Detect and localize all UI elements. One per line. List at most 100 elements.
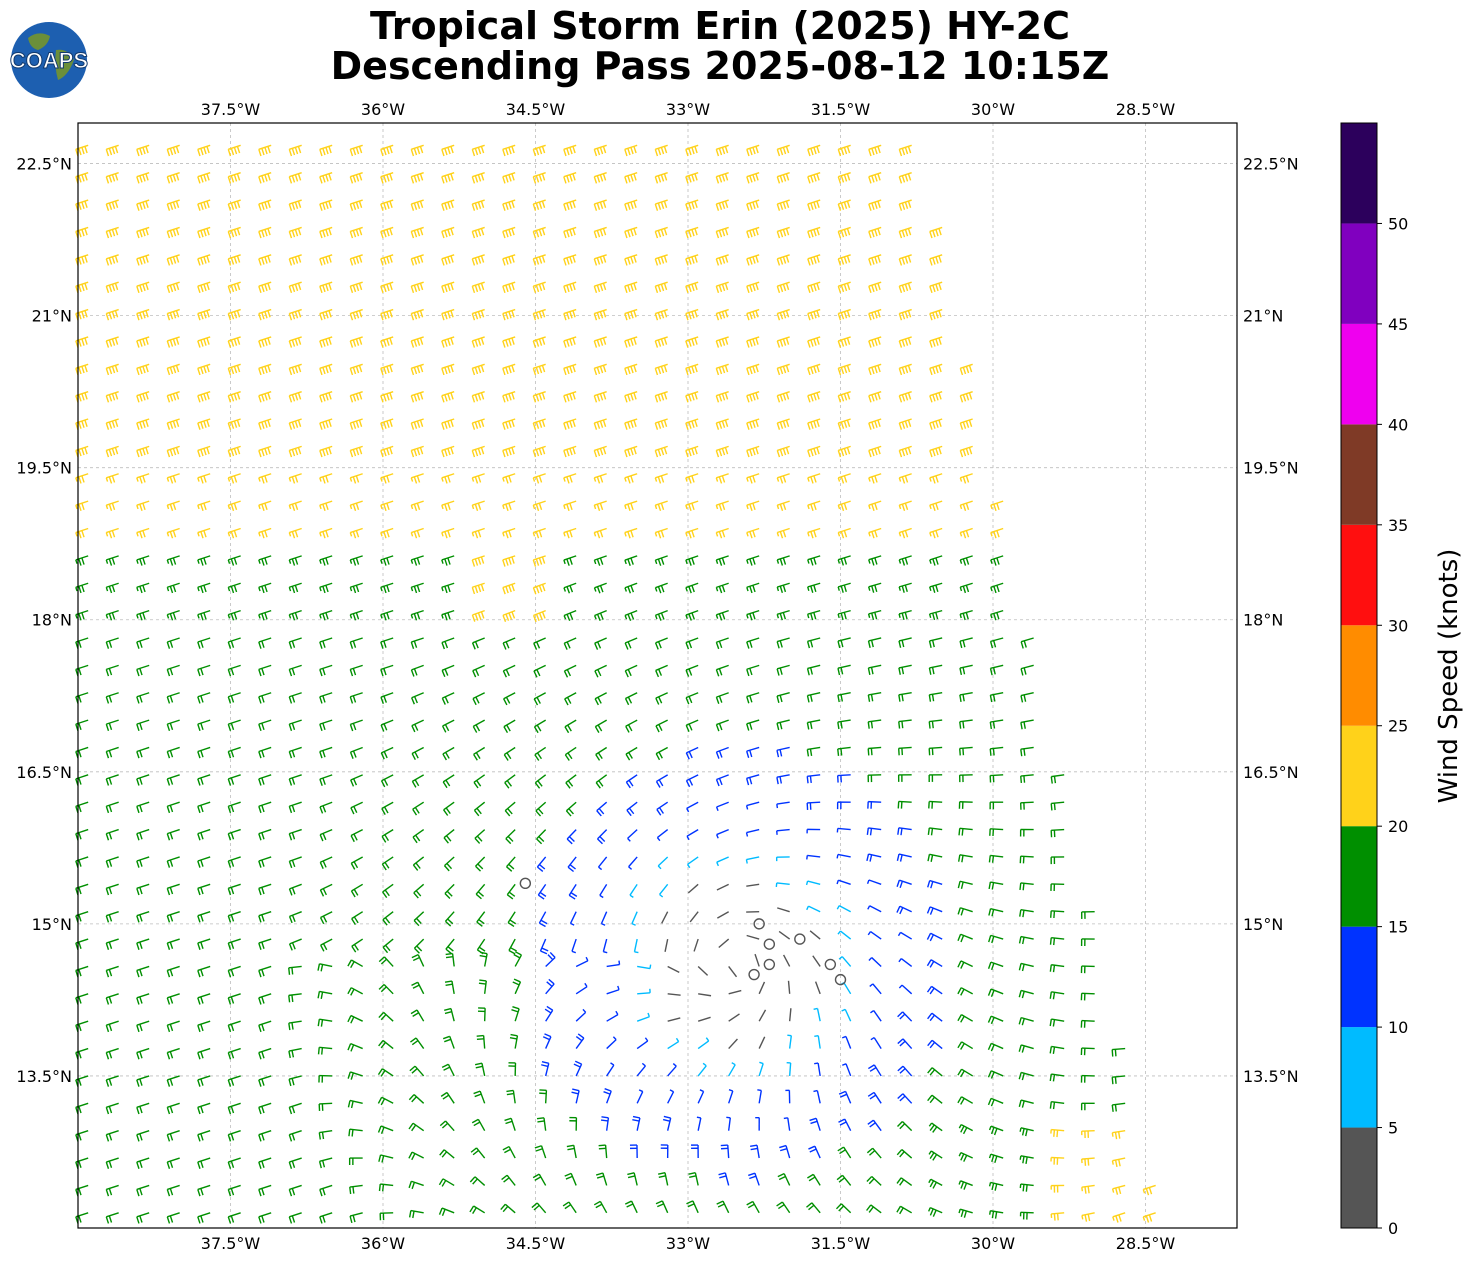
wind-barb xyxy=(166,609,180,621)
wind-barb xyxy=(624,144,638,157)
wind-barb xyxy=(664,938,669,952)
wind-barb xyxy=(1018,1071,1034,1081)
wind-barb xyxy=(105,582,119,594)
wind-barb xyxy=(929,254,943,266)
wind-barb xyxy=(776,664,790,676)
wind-barb xyxy=(637,964,652,970)
wind-barb xyxy=(726,1116,731,1131)
wind-barb xyxy=(685,254,699,266)
wind-barb xyxy=(381,856,394,871)
wind-barb xyxy=(667,993,681,996)
wind-barb xyxy=(685,555,699,566)
wind-barb xyxy=(1018,1044,1034,1053)
wind-barb xyxy=(655,664,668,678)
wind-barb xyxy=(227,172,241,184)
wind-barb xyxy=(898,336,912,348)
wind-barb xyxy=(258,692,272,704)
wind-barb xyxy=(959,418,973,430)
wind-barb xyxy=(258,144,272,157)
wind-barb xyxy=(348,1157,363,1166)
wind-barb xyxy=(503,719,516,734)
wind-barb xyxy=(105,336,119,348)
wind-barb xyxy=(511,1006,520,1022)
wind-barb xyxy=(715,199,729,211)
wind-barb xyxy=(658,1172,669,1186)
wind-barb xyxy=(593,254,607,266)
wind-barb xyxy=(380,308,394,321)
colorbar-bin xyxy=(1341,223,1377,324)
wind-barb xyxy=(381,801,394,815)
wind-barb xyxy=(866,1204,882,1214)
wind-barb xyxy=(502,336,516,348)
wind-barb xyxy=(897,1065,913,1077)
wind-barb xyxy=(227,336,241,348)
wind-barb xyxy=(667,1017,681,1022)
wind-barb xyxy=(593,308,607,321)
wind-barb xyxy=(837,1146,852,1159)
wind-barb xyxy=(166,637,180,649)
wind-barb xyxy=(136,1130,150,1142)
wind-barb xyxy=(959,390,973,403)
wind-barb xyxy=(1049,1100,1065,1110)
wind-barb xyxy=(868,226,882,239)
wind-barb xyxy=(532,500,546,512)
wind-barb xyxy=(471,555,485,567)
wind-barb xyxy=(380,746,394,760)
wind-barb xyxy=(929,500,943,512)
wind-barb xyxy=(750,1144,760,1159)
wind-barb xyxy=(166,1075,180,1087)
wind-barb xyxy=(563,144,577,157)
wind-barb xyxy=(1049,1073,1065,1082)
wind-barb xyxy=(593,390,607,403)
wind-barb xyxy=(166,281,180,294)
wind-barb xyxy=(166,418,180,430)
wind-barb xyxy=(837,609,851,621)
wind-barb xyxy=(1080,938,1095,947)
wind-barb xyxy=(563,308,577,321)
wind-barb xyxy=(166,226,180,239)
wind-barb xyxy=(806,719,821,730)
wind-barb xyxy=(563,226,577,239)
wind-barb xyxy=(136,1047,150,1060)
wind-barb xyxy=(136,938,150,950)
wind-barb xyxy=(569,1116,578,1131)
wind-barb xyxy=(897,1011,913,1022)
wind-barb xyxy=(502,172,516,184)
wind-barb xyxy=(378,956,394,967)
wind-barb xyxy=(866,1147,882,1159)
wind-barb xyxy=(927,1094,943,1104)
wind-barb xyxy=(754,953,760,967)
wind-barb xyxy=(776,609,790,621)
wind-barb xyxy=(927,853,943,862)
wind-barb xyxy=(410,555,424,566)
wind-barb xyxy=(629,883,638,898)
wind-barb xyxy=(227,774,241,786)
wind-barb xyxy=(445,952,455,967)
wind-barb xyxy=(197,856,211,868)
wind-barb xyxy=(227,993,241,1005)
wind-barb xyxy=(502,254,516,266)
wind-barb xyxy=(624,582,638,594)
wind-barb xyxy=(1020,692,1034,703)
wind-barb xyxy=(697,1062,707,1077)
wind-barb xyxy=(503,692,516,706)
wind-barb xyxy=(441,1063,455,1077)
wind-barb xyxy=(898,199,912,211)
wind-barb xyxy=(686,856,699,869)
wind-barb xyxy=(654,582,668,594)
wind-barb xyxy=(227,1212,241,1224)
wind-barb xyxy=(441,418,455,430)
wind-barb xyxy=(597,829,608,845)
wind-barb xyxy=(380,226,394,239)
wind-barb xyxy=(227,555,241,566)
wind-barb xyxy=(532,527,546,539)
wind-barb xyxy=(746,500,760,512)
wind-barb xyxy=(776,226,790,239)
wind-barb xyxy=(288,856,302,869)
wind-barb xyxy=(472,692,485,706)
wind-barb xyxy=(896,905,912,915)
wind-barb xyxy=(778,930,791,940)
wind-barb xyxy=(197,527,211,539)
wind-barb xyxy=(746,555,760,566)
wind-barb xyxy=(746,281,760,294)
